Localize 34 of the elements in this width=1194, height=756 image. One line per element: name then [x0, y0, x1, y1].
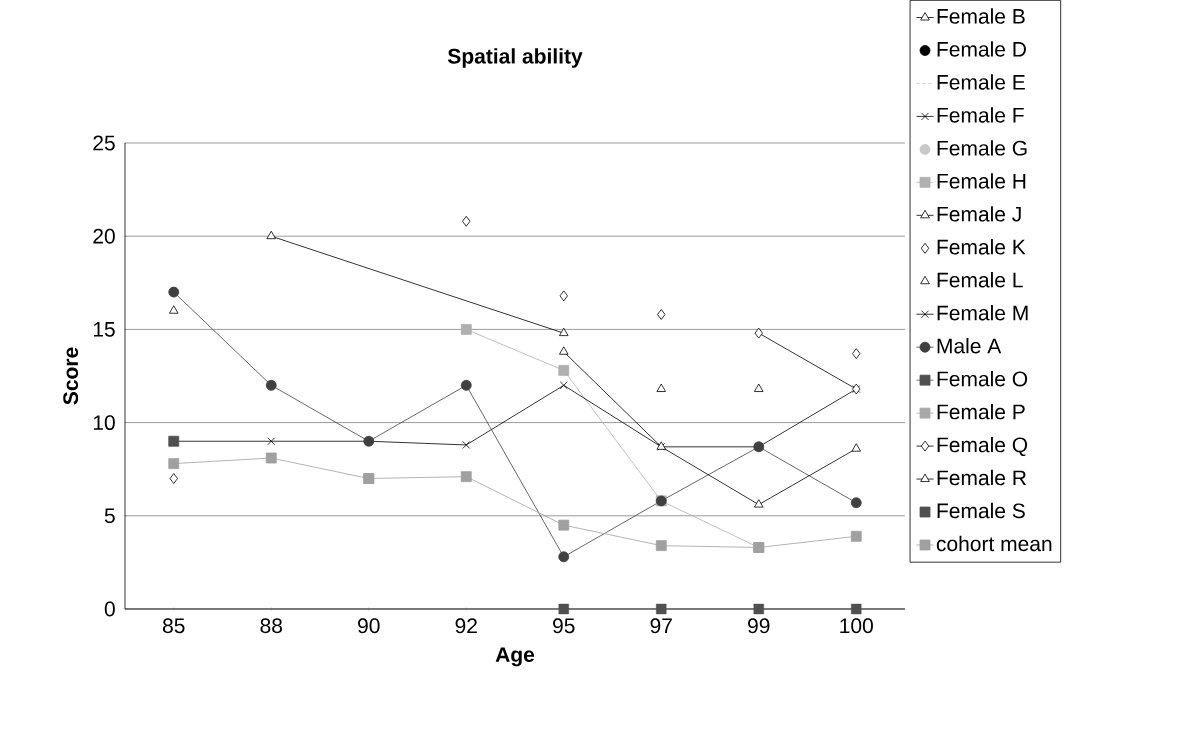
legend-label: Female F: [937, 107, 1024, 123]
x-tick-label: 92: [455, 618, 477, 634]
legend-label: Female P: [937, 403, 1025, 420]
x-tick-label: 99: [748, 618, 770, 634]
y-tick-label: 20: [93, 228, 115, 244]
y-tick-label: 25: [93, 135, 115, 151]
x-tick-label: 85: [162, 618, 185, 634]
legend-label: Female B: [937, 8, 1025, 24]
x-tick-label: 95: [553, 618, 575, 634]
legend-label: Female R: [937, 469, 1026, 486]
y-axis-title: Score: [63, 347, 79, 405]
legend-label: Female H: [937, 173, 1026, 189]
legend-label: Male A: [937, 338, 1002, 354]
legend-label: Female Q: [937, 436, 1028, 457]
legend-label: Female J: [937, 206, 1021, 222]
legend-label: Female G: [937, 140, 1027, 156]
legend-label: Female S: [937, 502, 1025, 519]
legend-label: Female L: [937, 272, 1023, 288]
x-tick-label: 100: [840, 618, 873, 634]
chart-title: Spatial ability: [447, 48, 583, 68]
legend-label: Female E: [937, 74, 1025, 90]
legend-label: Female D: [937, 41, 1026, 57]
legend-label: Female K: [937, 239, 1026, 255]
x-tick-label: 90: [358, 618, 380, 634]
x-tick-label: 97: [650, 618, 672, 634]
legend-label: Female M: [937, 305, 1028, 321]
y-tick-label: 0: [104, 601, 115, 617]
legend-label: cohort mean: [936, 535, 1052, 552]
y-tick-label: 10: [93, 415, 115, 431]
x-tick-label: 88: [260, 618, 283, 634]
y-tick-label: 5: [104, 508, 115, 524]
legend-label: Female O: [937, 370, 1028, 387]
y-tick-label: 15: [93, 322, 115, 337]
x-axis-title: Age: [495, 647, 535, 667]
